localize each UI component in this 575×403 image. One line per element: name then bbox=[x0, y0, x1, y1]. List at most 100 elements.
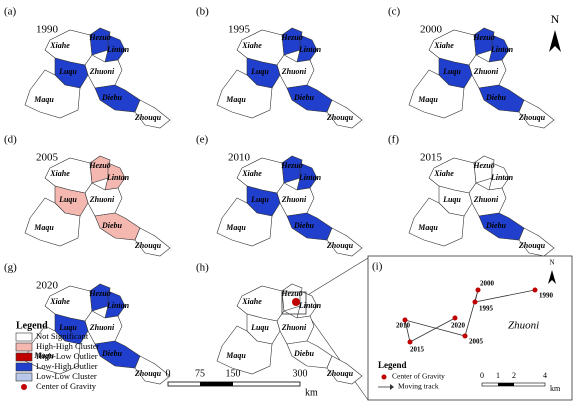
leader-line bbox=[305, 257, 369, 297]
legend-label: High-High Cluster bbox=[36, 341, 100, 351]
gravity-year: 2015 bbox=[410, 346, 425, 354]
county-label: Xiahe bbox=[433, 41, 454, 50]
north-arrow bbox=[549, 30, 561, 52]
gravity-point bbox=[407, 339, 413, 345]
county-label: Maqu bbox=[225, 223, 246, 232]
legend-label: Low-High Outlier bbox=[36, 361, 98, 371]
inset-legend-arrow bbox=[390, 384, 394, 390]
inset-legend-dot bbox=[381, 374, 387, 380]
county-label: Maqu bbox=[33, 351, 54, 360]
inset-legend-title: Legend bbox=[378, 360, 407, 370]
county-label: Diebu bbox=[293, 349, 315, 358]
county bbox=[134, 99, 171, 129]
county-label: Maqu bbox=[417, 223, 438, 232]
county-label: Zhouqu bbox=[134, 241, 162, 250]
county bbox=[408, 69, 465, 119]
gravity-year: 1990 bbox=[539, 292, 554, 300]
county-label: Lintan bbox=[298, 301, 322, 310]
inset-region: Zhuoni bbox=[508, 320, 539, 332]
legend-swatch bbox=[15, 332, 33, 342]
scale-bar-fill bbox=[200, 382, 233, 386]
county bbox=[518, 99, 555, 129]
county bbox=[134, 355, 171, 385]
county-label: Luqu bbox=[58, 323, 77, 332]
county-label: Zhuoni bbox=[281, 323, 307, 332]
legend-swatch bbox=[15, 372, 33, 382]
county-label: Hezuo bbox=[88, 161, 110, 170]
gravity-point bbox=[472, 299, 478, 305]
county-label: Maqu bbox=[225, 351, 246, 360]
panel-label: (g) bbox=[4, 262, 17, 274]
gravity-point bbox=[452, 315, 458, 321]
county-label: Zhuoni bbox=[281, 195, 307, 204]
county-label: Hezuo bbox=[88, 289, 110, 298]
panel-label: (c) bbox=[388, 6, 401, 18]
county bbox=[408, 197, 465, 247]
county-label: Luqu bbox=[442, 195, 461, 204]
county bbox=[24, 197, 81, 247]
county-label: Xiahe bbox=[241, 297, 262, 306]
gravity-point bbox=[532, 287, 538, 293]
county bbox=[216, 197, 273, 247]
county-label: Maqu bbox=[33, 95, 54, 104]
leader-line bbox=[305, 311, 369, 401]
inset-scale-tick: 0 bbox=[480, 371, 484, 380]
scale-tick: 300 bbox=[293, 368, 308, 379]
inset-extent bbox=[281, 291, 307, 315]
county-label: Luqu bbox=[250, 195, 269, 204]
county-label: Diebu bbox=[485, 221, 507, 230]
legend-title: Legend bbox=[16, 320, 48, 331]
panel-label: (e) bbox=[196, 134, 209, 146]
gravity-year: 2010 bbox=[396, 322, 411, 330]
county-label: Zhouqu bbox=[134, 113, 162, 122]
county-label: Lintan bbox=[490, 173, 514, 182]
north-label: N bbox=[551, 12, 560, 26]
county-label: Maqu bbox=[417, 95, 438, 104]
center-of-gravity bbox=[292, 298, 300, 306]
inset-scale-tick: 4 bbox=[543, 371, 547, 380]
county-label: Luqu bbox=[58, 195, 77, 204]
county-label: Lintan bbox=[298, 45, 322, 54]
county-label: Diebu bbox=[101, 221, 123, 230]
inset-north: N bbox=[549, 259, 554, 267]
county-label: Hezuo bbox=[472, 33, 494, 42]
scale-unit: km bbox=[305, 387, 318, 398]
county-label: Luqu bbox=[58, 67, 77, 76]
scale-tick: 150 bbox=[226, 368, 241, 379]
legend-label: Low-Low Cluster bbox=[36, 371, 97, 381]
county-label: Hezuo bbox=[280, 33, 302, 42]
county-label: Hezuo bbox=[88, 33, 110, 42]
county-label: Diebu bbox=[293, 93, 315, 102]
county-label: Diebu bbox=[293, 221, 315, 230]
county-label: Diebu bbox=[485, 93, 507, 102]
county-label: Hezuo bbox=[280, 161, 302, 170]
gravity-year: 2020 bbox=[451, 322, 466, 330]
county bbox=[326, 227, 363, 257]
inset-scale-tick: 1 bbox=[496, 371, 500, 380]
county bbox=[326, 355, 363, 385]
county-label: Zhuoni bbox=[473, 195, 499, 204]
county-label: Xiahe bbox=[241, 41, 262, 50]
county-label: Maqu bbox=[33, 223, 54, 232]
legend-label: High-Low Outlier bbox=[36, 351, 98, 361]
county-label: Hezuo bbox=[280, 289, 302, 298]
county-label: Lintan bbox=[106, 173, 130, 182]
county bbox=[518, 227, 555, 257]
legend-label: Not Significant bbox=[36, 331, 89, 341]
inset-scale-tick: 2 bbox=[512, 371, 516, 380]
scale-tick: 75 bbox=[195, 368, 205, 379]
county bbox=[134, 227, 171, 257]
county-label: Lintan bbox=[298, 173, 322, 182]
panel-year: 1990 bbox=[36, 24, 59, 36]
legend-swatch bbox=[15, 362, 33, 372]
county-label: Lintan bbox=[106, 301, 130, 310]
legend-swatch bbox=[15, 342, 33, 352]
county-label: Xiahe bbox=[49, 297, 70, 306]
county-label: Lintan bbox=[106, 45, 130, 54]
county bbox=[326, 99, 363, 129]
inset-legend-label: Center of Gravity bbox=[392, 372, 445, 381]
panel-year: 2000 bbox=[420, 24, 443, 36]
county-label: Zhouqu bbox=[326, 113, 354, 122]
scale-bar bbox=[167, 381, 301, 387]
